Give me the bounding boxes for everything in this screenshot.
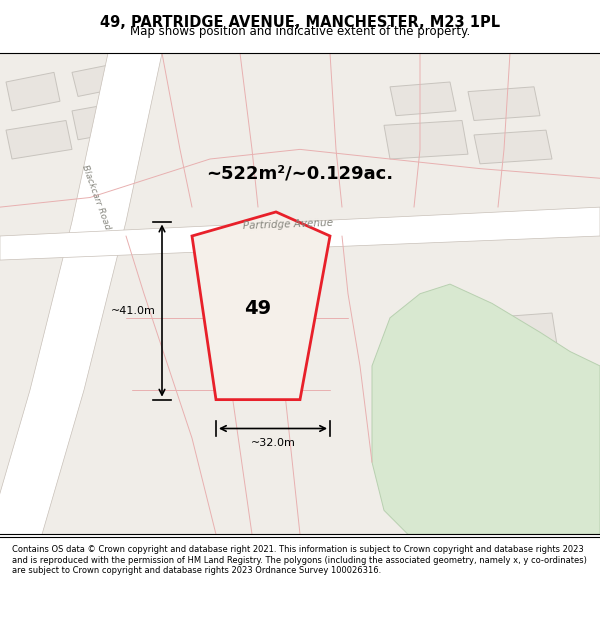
Polygon shape (474, 130, 552, 164)
Text: 49, PARTRIDGE AVENUE, MANCHESTER, M23 1PL: 49, PARTRIDGE AVENUE, MANCHESTER, M23 1P… (100, 15, 500, 30)
Polygon shape (474, 366, 546, 404)
Polygon shape (468, 87, 540, 121)
Text: ~41.0m: ~41.0m (111, 306, 156, 316)
Text: 49: 49 (244, 299, 272, 318)
Polygon shape (0, 207, 600, 260)
Polygon shape (486, 313, 558, 356)
Text: Partridge Avenue: Partridge Avenue (243, 217, 333, 231)
Text: Contains OS data © Crown copyright and database right 2021. This information is : Contains OS data © Crown copyright and d… (12, 545, 587, 575)
Text: Blackcarr Road: Blackcarr Road (80, 164, 112, 231)
Polygon shape (0, 53, 162, 534)
Polygon shape (402, 308, 480, 351)
Polygon shape (72, 62, 126, 96)
Polygon shape (372, 284, 600, 534)
Text: ~32.0m: ~32.0m (251, 438, 295, 448)
Text: ~522m²/~0.129ac.: ~522m²/~0.129ac. (206, 164, 394, 182)
Polygon shape (6, 72, 60, 111)
Polygon shape (6, 121, 72, 159)
Text: Map shows position and indicative extent of the property.: Map shows position and indicative extent… (130, 25, 470, 38)
Polygon shape (72, 101, 132, 140)
Polygon shape (192, 212, 330, 399)
Polygon shape (390, 82, 456, 116)
Polygon shape (384, 121, 468, 159)
Polygon shape (402, 361, 468, 399)
